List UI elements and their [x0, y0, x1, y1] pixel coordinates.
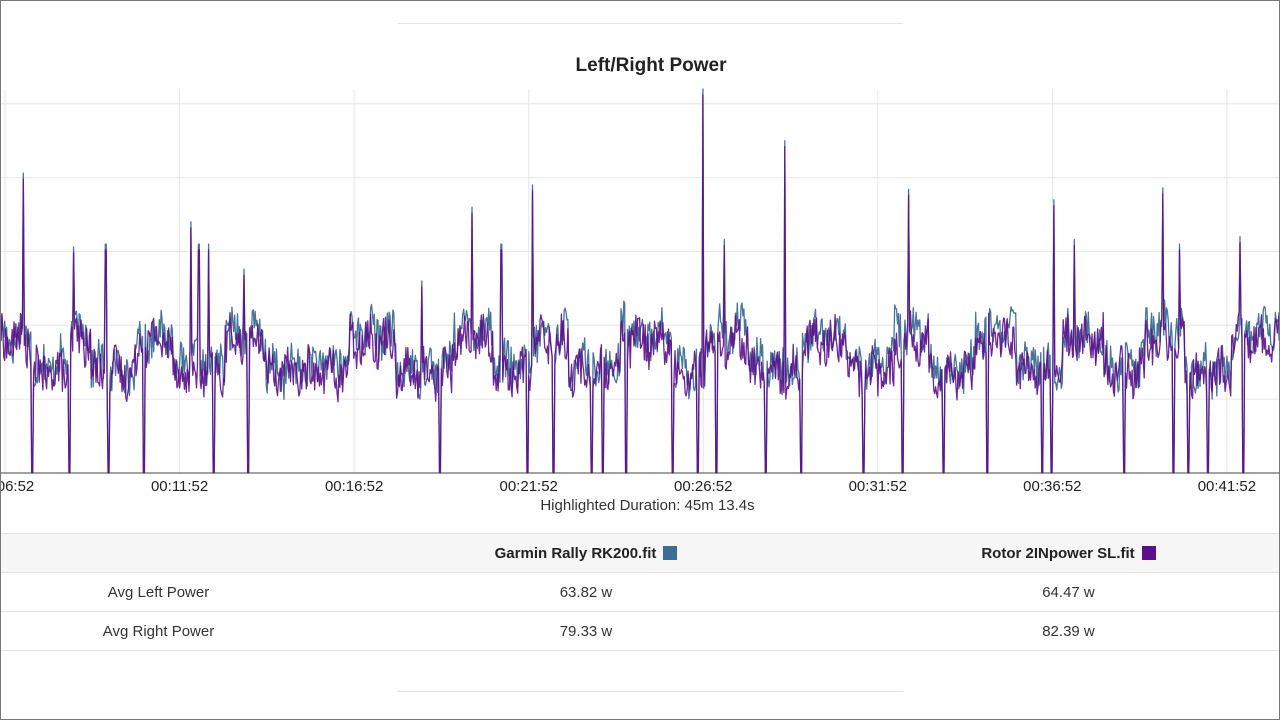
table-header-row: Garmin Rally RK200.fit Rotor 2INpower SL…: [1, 533, 1279, 573]
x-tick-labels: 00:06:52 00:11:52 00:16:52 00:21:52 00:26:52…: [1, 478, 1256, 491]
x-tick-label: 00:31:52: [849, 478, 907, 491]
chart-title: Left/Right Power: [575, 55, 727, 76]
series-line-rotor: [1, 94, 1279, 474]
header-garmin: Garmin Rally RK200.fit: [316, 533, 856, 573]
row-label: Avg Left Power: [1, 572, 316, 612]
table-row: Avg Right Power 79.33 w 82.39 w: [1, 611, 1279, 651]
x-tick-label: 00:11:52: [151, 478, 208, 491]
highlighted-duration: Highlighted Duration: 45m 13.4s: [540, 497, 755, 514]
bottom-separator: [398, 691, 903, 692]
series-lines: [1, 88, 1279, 474]
header-empty: [1, 533, 316, 573]
row-label: Avg Right Power: [1, 611, 316, 651]
rotor-color-swatch: [1141, 545, 1156, 560]
header-rotor: Rotor 2INpower SL.fit: [856, 533, 1279, 573]
series-line-garmin: [1, 88, 1279, 474]
x-tick-label: 00:36:52: [1023, 478, 1081, 491]
header-rotor-label: Rotor 2INpower SL.fit: [981, 544, 1135, 562]
x-tick-label: 00:26:52: [674, 478, 732, 491]
rotor-value: 64.47 w: [856, 572, 1279, 612]
grid-lines: [1, 89, 1279, 473]
x-tick-label: 00:06:52: [1, 478, 34, 491]
left-right-power-chart[interactable]: 00:06:52 00:11:52 00:16:52 00:21:52 00:26:52…: [1, 81, 1280, 491]
rotor-value: 82.39 w: [856, 611, 1279, 651]
garmin-value: 63.82 w: [316, 572, 856, 612]
x-tick-label: 00:21:52: [500, 478, 558, 491]
table-row: Avg Left Power 63.82 w 64.47 w: [1, 572, 1279, 612]
garmin-color-swatch: [663, 545, 678, 560]
top-separator: [398, 23, 903, 24]
x-tick-label: 00:16:52: [325, 478, 383, 491]
x-tick-label: 00:41:52: [1198, 478, 1256, 491]
power-stats-table: Garmin Rally RK200.fit Rotor 2INpower SL…: [1, 533, 1279, 651]
header-garmin-label: Garmin Rally RK200.fit: [494, 544, 657, 562]
garmin-value: 79.33 w: [316, 611, 856, 651]
